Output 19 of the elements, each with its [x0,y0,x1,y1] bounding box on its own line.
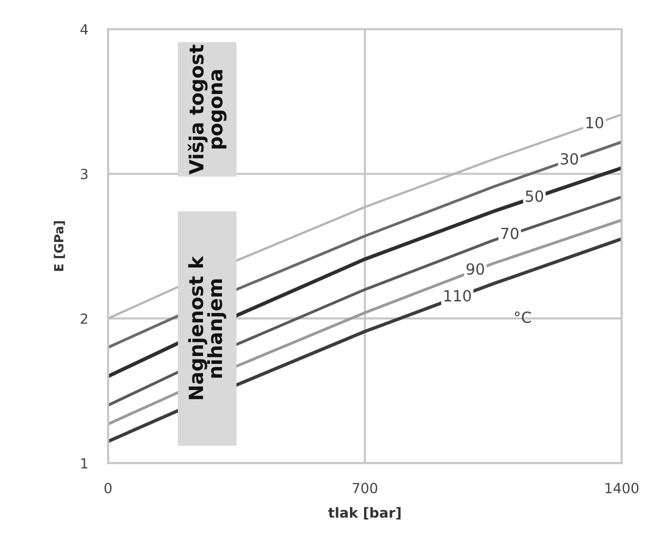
annotation: Višja togost pogona [188,44,227,174]
series-label: 50 [526,190,544,202]
series-label: 30 [560,153,578,165]
series-label: 70 [501,228,518,240]
y-tick-label: 3 [80,168,88,180]
y-tick-label: 4 [80,24,88,34]
y-axis-title: E [GPa] [54,221,65,271]
x-tick-label: 700 [352,482,378,494]
y-tick-label: 2 [80,313,88,324]
x-tick-label: 1400 [606,482,638,494]
y-tick-label: 1 [81,458,88,468]
series-label: 10 [586,116,604,128]
series-label: 90 [466,263,484,275]
annotation: °C [514,311,531,324]
line-series [108,218,622,426]
x-tick-label: 0 [104,482,112,494]
series-label: 110 [444,290,471,302]
annotation: Nagnjenost k nihanjem [188,256,226,400]
x-axis-title: tlak [bar] [328,507,401,520]
